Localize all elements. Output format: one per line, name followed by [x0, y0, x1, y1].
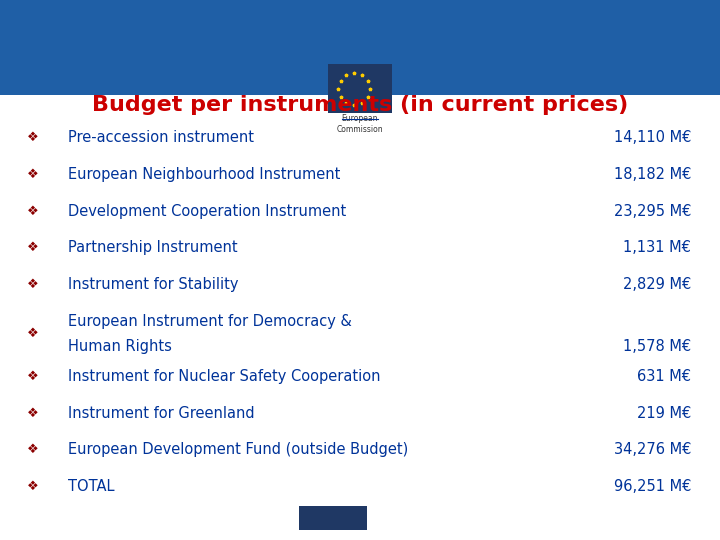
Text: 2,829 M€: 2,829 M€ [623, 277, 691, 292]
Text: European Development Fund (outside Budget): European Development Fund (outside Budge… [68, 442, 409, 457]
Text: European Neighbourhood Instrument: European Neighbourhood Instrument [68, 167, 341, 182]
Text: ❖: ❖ [27, 278, 38, 291]
Bar [0, 0, 720, 94]
Text: 219 M€: 219 M€ [637, 406, 691, 421]
Text: Pre-accession instrument: Pre-accession instrument [68, 130, 254, 145]
Text: ❖: ❖ [27, 370, 38, 383]
Text: 23,295 M€: 23,295 M€ [614, 204, 691, 219]
Text: ❖: ❖ [27, 131, 38, 144]
Text: Human Rights: Human Rights [68, 339, 172, 354]
Text: 1,578 M€: 1,578 M€ [623, 339, 691, 354]
Text: Development Cooperation Instrument: Development Cooperation Instrument [68, 204, 346, 219]
Bar [299, 506, 367, 530]
Text: European Instrument for Democracy &: European Instrument for Democracy & [68, 314, 352, 329]
Text: Instrument for Nuclear Safety Cooperation: Instrument for Nuclear Safety Cooperatio… [68, 369, 381, 384]
Text: 96,251 M€: 96,251 M€ [614, 479, 691, 494]
Text: 14,110 M€: 14,110 M€ [614, 130, 691, 145]
Text: Budget per instruments (in current prices): Budget per instruments (in current price… [92, 95, 628, 116]
Text: ❖: ❖ [27, 168, 38, 181]
Text: Instrument for Greenland: Instrument for Greenland [68, 406, 255, 421]
Text: ❖: ❖ [27, 443, 38, 456]
Text: ❖: ❖ [27, 327, 38, 340]
Text: ❖: ❖ [27, 480, 38, 493]
Text: ❖: ❖ [27, 205, 38, 218]
Text: European
Commission: European Commission [337, 114, 383, 134]
Bar [328, 64, 392, 113]
Text: Instrument for Stability: Instrument for Stability [68, 277, 239, 292]
Text: ❖: ❖ [27, 407, 38, 420]
Text: TOTAL: TOTAL [68, 479, 115, 494]
Text: Partnership Instrument: Partnership Instrument [68, 240, 238, 255]
Text: 34,276 M€: 34,276 M€ [614, 442, 691, 457]
Text: 18,182 M€: 18,182 M€ [614, 167, 691, 182]
Text: 631 M€: 631 M€ [637, 369, 691, 384]
Text: ❖: ❖ [27, 241, 38, 254]
Text: 1,131 M€: 1,131 M€ [624, 240, 691, 255]
